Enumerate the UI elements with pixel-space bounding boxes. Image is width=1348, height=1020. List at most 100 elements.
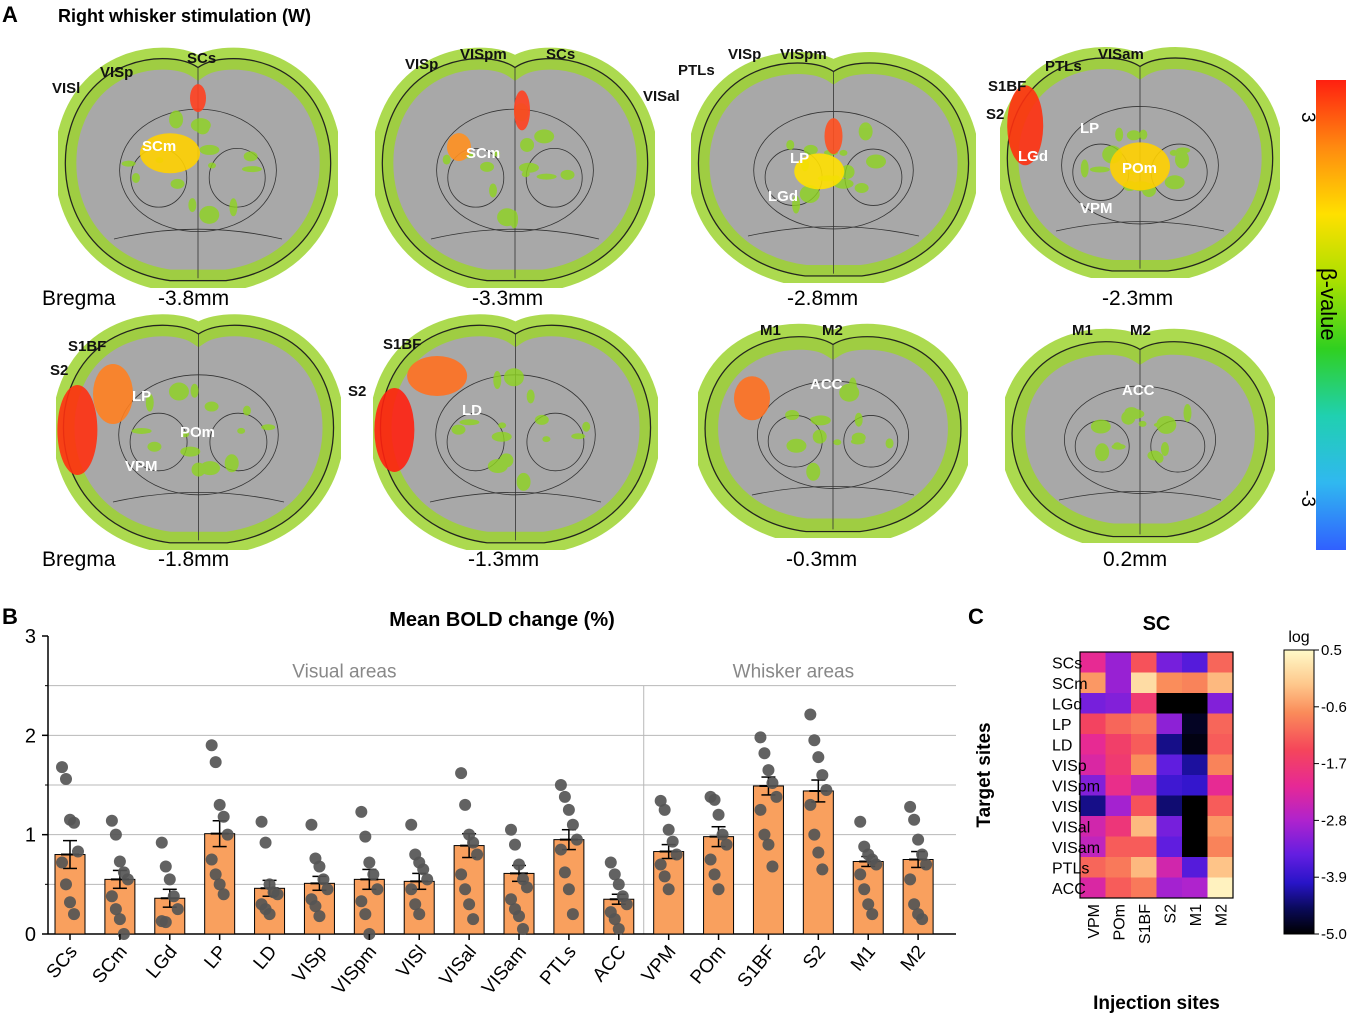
slice-8-region-label: M2 <box>1130 322 1151 339</box>
heatmap-cell <box>1080 693 1106 714</box>
x-tick-label-LGd: LGd <box>142 942 181 983</box>
data-point <box>517 923 529 936</box>
heatmap-cell <box>1207 836 1234 858</box>
data-point <box>159 860 172 873</box>
beta-colorbar-label: β-value <box>1316 268 1341 341</box>
heatmap-cell <box>1080 795 1106 817</box>
data-point <box>720 838 733 851</box>
x-tick-label-LD: LD <box>250 942 282 974</box>
data-point <box>608 868 621 881</box>
x-tick-label-ACC: ACC <box>589 942 631 986</box>
slice-6-region-label: S2 <box>348 383 367 400</box>
group-label-whisker: Whisker areas <box>733 662 854 683</box>
data-point <box>413 908 426 921</box>
heatmap-row-label: SCs <box>1052 655 1082 672</box>
data-point <box>562 883 575 896</box>
data-point <box>908 898 921 911</box>
data-point <box>105 890 118 903</box>
heatmap-cell <box>1156 734 1183 755</box>
panel-a-letter: A <box>2 2 18 27</box>
data-point <box>217 810 230 823</box>
heatmap-cell <box>1182 672 1208 694</box>
beta-colorbar-tick-low: -3 <box>1297 490 1318 507</box>
x-tick-label-VPM: VPM <box>638 942 681 987</box>
x-tick-label-VISp: VISp <box>289 942 332 987</box>
bregma-word-1: Bregma <box>42 287 116 310</box>
data-point <box>908 813 921 826</box>
heatmap-cell <box>1182 754 1208 776</box>
heatmap-cell <box>1182 775 1208 796</box>
data-point <box>808 734 821 747</box>
slice-4-inner-label: LP <box>1080 120 1100 137</box>
slice-1-inner-label: SCm <box>142 138 177 155</box>
heatmap-cell <box>1131 857 1157 878</box>
data-point <box>658 803 671 816</box>
data-point <box>159 916 172 929</box>
slice-3-region-label: VISp <box>728 46 762 63</box>
data-point <box>654 794 667 807</box>
data-point <box>217 888 230 901</box>
data-point <box>754 803 767 816</box>
heatmap-cell <box>1080 652 1106 673</box>
heatmap-cell <box>1207 734 1234 755</box>
data-point <box>566 818 579 831</box>
data-point <box>658 870 671 883</box>
slice-4-inner-label: LGd <box>1018 148 1048 165</box>
data-point <box>405 883 418 896</box>
slice-5-inner-label: LP <box>132 388 152 405</box>
slice-3-region-label: VISal <box>643 88 680 105</box>
heatmap-colorbar <box>1283 649 1315 935</box>
data-point <box>163 873 176 886</box>
heatmap-cell <box>1105 816 1132 837</box>
group-label-visual: Visual areas <box>292 662 396 683</box>
data-point <box>259 836 272 849</box>
heatmap-cell <box>1156 754 1183 776</box>
data-point <box>912 833 925 846</box>
data-point <box>654 858 667 871</box>
data-point <box>612 878 625 891</box>
data-point <box>804 708 817 721</box>
data-point <box>167 890 180 903</box>
data-point <box>513 910 525 923</box>
heatmap-row-label: VISp <box>1052 758 1087 775</box>
data-point <box>213 878 226 891</box>
heatmap-cell <box>1080 816 1106 837</box>
data-point <box>113 913 126 926</box>
data-point <box>562 803 575 816</box>
heatmap-row-label: PTLs <box>1052 860 1089 877</box>
data-point <box>263 908 276 921</box>
heatmap-colorbar-title: log <box>1288 629 1309 646</box>
beta-colorbar-tick-high: 3 <box>1297 112 1318 123</box>
slice-7-inner-label: ACC <box>810 376 843 393</box>
heatmap-row-label: LGd <box>1052 696 1082 713</box>
data-point <box>467 913 480 926</box>
heatmap-cell <box>1080 836 1106 858</box>
heatmap-cell <box>1207 652 1234 673</box>
data-point <box>558 866 571 879</box>
data-point <box>904 800 917 813</box>
data-point <box>355 895 368 908</box>
heatmap-cell <box>1156 795 1183 817</box>
data-point <box>109 903 122 916</box>
heatmap-col-label: S1BF <box>1137 904 1154 944</box>
data-point <box>271 888 284 901</box>
y-tick-label: 2 <box>25 725 36 747</box>
data-point <box>68 816 80 829</box>
data-point <box>113 855 126 868</box>
heatmap-colorbar-tick-label: -1.7 <box>1321 756 1347 773</box>
heatmap-cell <box>1131 836 1157 858</box>
x-tick-label-LP: LP <box>200 942 231 973</box>
data-point <box>558 790 571 803</box>
data-point <box>754 731 767 744</box>
heatmap-colorbar-tick-label: 0.5 <box>1321 642 1342 659</box>
heatmap-cell <box>1080 857 1106 878</box>
heatmap-cell <box>1131 713 1157 735</box>
slice-1-region-label: SCs <box>187 50 217 67</box>
heatmap-cell <box>1182 816 1208 837</box>
heatmap-cell <box>1207 775 1234 796</box>
data-point <box>662 883 675 896</box>
x-tick-label-M2: M2 <box>897 942 930 976</box>
data-point <box>712 808 725 821</box>
y-tick-label: 0 <box>25 924 36 946</box>
bregma-value-5: -1.8mm <box>158 548 230 571</box>
